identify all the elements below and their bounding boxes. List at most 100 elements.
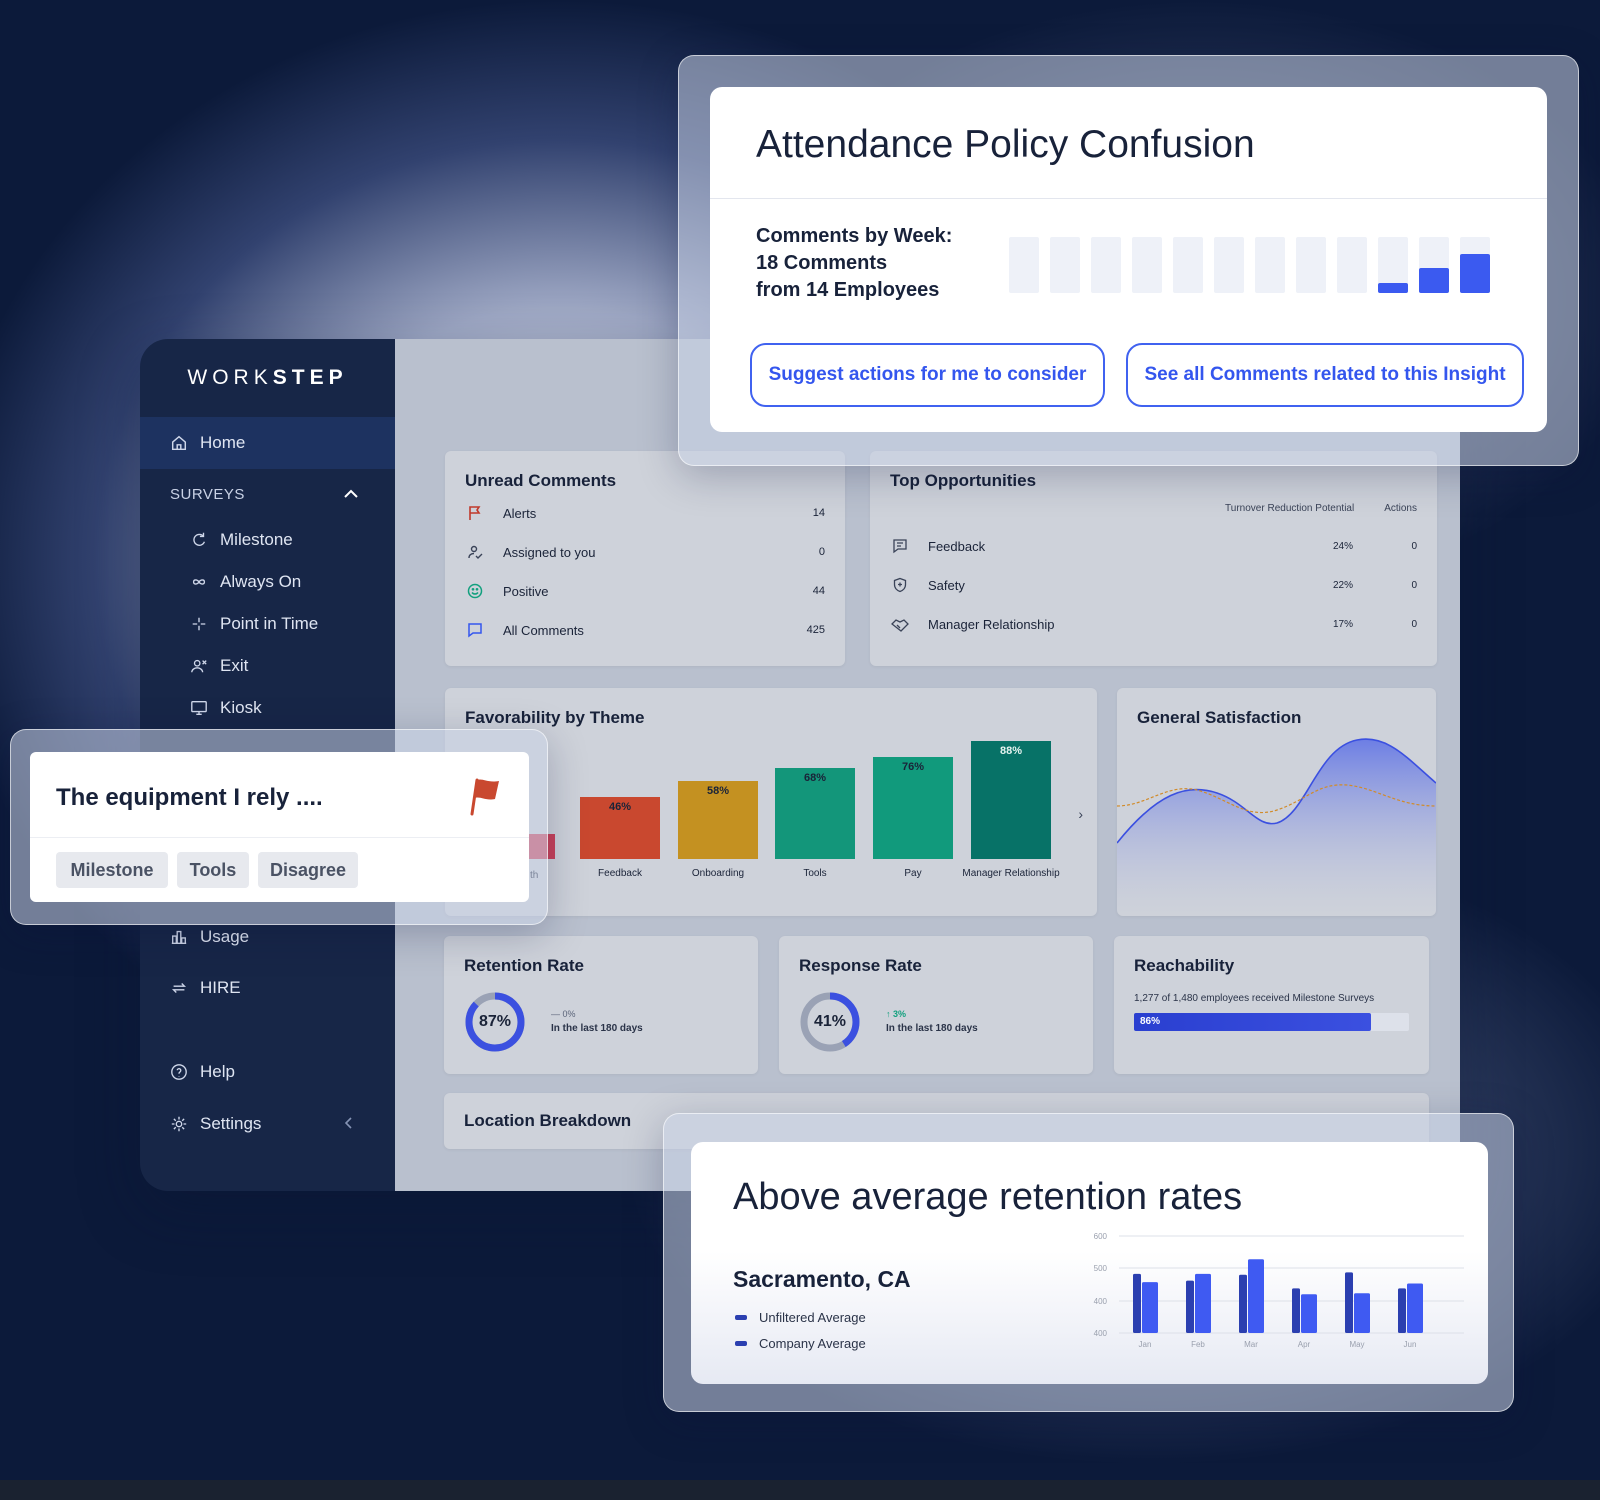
tag-disagree[interactable]: Disagree bbox=[258, 852, 358, 888]
unread-row-all[interactable]: All Comments 425 bbox=[465, 618, 825, 642]
nav-milestone[interactable]: Milestone bbox=[140, 519, 395, 561]
favorability-bar-value: 46% bbox=[608, 801, 632, 813]
home-icon bbox=[170, 434, 188, 452]
satisfaction-wave-chart bbox=[1117, 738, 1436, 916]
favorability-card: Favorability by Theme th 46%Feedback58%O… bbox=[445, 688, 1097, 916]
week-bar-fill bbox=[1378, 283, 1408, 293]
week-bar bbox=[1173, 237, 1203, 293]
week-bar bbox=[1009, 237, 1039, 293]
favorability-bar-label: Tools bbox=[803, 868, 827, 879]
opp-row-manager[interactable]: Manager Relationship 17% 0 bbox=[890, 612, 1417, 636]
chevron-right-icon[interactable]: › bbox=[1078, 806, 1083, 822]
legend-label: Company Average bbox=[759, 1336, 866, 1351]
row-count: 425 bbox=[806, 624, 825, 636]
favorability-bar-value: 88% bbox=[999, 745, 1023, 757]
flag-icon bbox=[465, 503, 485, 523]
retention-bar[interactable] bbox=[1133, 1273, 1141, 1333]
week-bar bbox=[1460, 237, 1490, 293]
retention-rate-period: In the last 180 days bbox=[551, 1023, 643, 1034]
nav-point-in-time-label: Point in Time bbox=[220, 614, 319, 633]
retention-rate-card: Retention Rate 87% — 0% In the last 180 … bbox=[444, 936, 758, 1074]
favorability-title: Favorability by Theme bbox=[465, 708, 645, 727]
y-tick-label: 400 bbox=[1094, 1329, 1108, 1338]
infinity-icon bbox=[190, 573, 208, 591]
favorability-bar[interactable]: 88% bbox=[971, 741, 1051, 859]
insight-card: Attendance Policy Confusion Comments by … bbox=[710, 87, 1547, 432]
nav-kiosk[interactable]: Kiosk bbox=[140, 687, 395, 729]
nav-point-in-time[interactable]: Point in Time bbox=[140, 603, 395, 645]
unread-row-assigned[interactable]: Assigned to you 0 bbox=[465, 540, 825, 564]
x-tick-label: Apr bbox=[1298, 1340, 1311, 1349]
nav-help[interactable]: Help bbox=[140, 1051, 395, 1093]
retention-panel: Above average retention rates Sacramento… bbox=[663, 1113, 1514, 1412]
unread-row-positive[interactable]: Positive 44 bbox=[465, 579, 825, 603]
nav-settings[interactable]: Settings bbox=[140, 1103, 395, 1145]
nav-usage-label: Usage bbox=[200, 927, 250, 946]
insight-title: Attendance Policy Confusion bbox=[756, 123, 1255, 166]
reachability-value: 86% bbox=[1140, 1016, 1161, 1027]
flag-icon[interactable] bbox=[467, 776, 501, 821]
workstep-logo[interactable]: WORK STEP bbox=[140, 339, 395, 417]
x-tick-label: Feb bbox=[1191, 1340, 1205, 1349]
retention-bar[interactable] bbox=[1186, 1280, 1194, 1333]
insight-line1: Comments by Week: bbox=[756, 225, 953, 247]
chevron-up-icon bbox=[343, 486, 359, 503]
retention-bar[interactable] bbox=[1239, 1274, 1247, 1333]
tag-tools[interactable]: Tools bbox=[177, 852, 249, 888]
row-label: Assigned to you bbox=[503, 544, 596, 560]
reachability-title: Reachability bbox=[1134, 956, 1235, 975]
bottom-strip bbox=[0, 1480, 1600, 1500]
retention-bar[interactable] bbox=[1195, 1273, 1211, 1333]
opp-actions: 0 bbox=[1411, 618, 1417, 630]
retention-bar[interactable] bbox=[1301, 1294, 1317, 1333]
comment-title: The equipment I rely .... bbox=[56, 784, 323, 811]
y-tick-label: 400 bbox=[1094, 1297, 1108, 1306]
nav-home[interactable]: Home bbox=[140, 417, 395, 469]
reachability-text: 1,277 of 1,480 employees received Milest… bbox=[1134, 993, 1375, 1004]
nav-hire[interactable]: HIRE bbox=[140, 967, 395, 1009]
week-bar bbox=[1050, 237, 1080, 293]
x-tick-label: Jun bbox=[1404, 1340, 1417, 1349]
opp-label: Feedback bbox=[928, 538, 986, 554]
favorability-bar[interactable]: 76% bbox=[873, 757, 953, 859]
bar-chart-icon bbox=[170, 928, 188, 946]
opp-row-safety[interactable]: Safety 22% 0 bbox=[890, 573, 1417, 597]
opp-row-feedback[interactable]: Feedback 24% 0 bbox=[890, 534, 1417, 558]
insight-summary: Comments by Week: 18 Comments from 14 Em… bbox=[756, 223, 952, 304]
general-satisfaction-title: General Satisfaction bbox=[1137, 708, 1302, 727]
response-rate-value: 41% bbox=[813, 1013, 847, 1030]
nav-milestone-label: Milestone bbox=[220, 530, 293, 549]
see-all-comments-button[interactable]: See all Comments related to this Insight bbox=[1126, 343, 1524, 407]
chevron-left-icon[interactable] bbox=[344, 1114, 353, 1134]
tag-milestone[interactable]: Milestone bbox=[56, 852, 168, 888]
retention-bar[interactable] bbox=[1292, 1288, 1300, 1333]
retention-card: Above average retention rates Sacramento… bbox=[691, 1142, 1488, 1384]
retention-bar[interactable] bbox=[1407, 1283, 1423, 1333]
nav-always-on-label: Always On bbox=[220, 572, 302, 591]
favorability-bar[interactable]: 68% bbox=[775, 768, 855, 859]
retention-bar[interactable] bbox=[1354, 1293, 1370, 1333]
retention-bar[interactable] bbox=[1345, 1272, 1353, 1333]
week-bar bbox=[1419, 237, 1449, 293]
nav-always-on[interactable]: Always On bbox=[140, 561, 395, 603]
legend-swatch bbox=[735, 1315, 747, 1320]
week-bar bbox=[1296, 237, 1326, 293]
favorability-bar[interactable]: 46% bbox=[580, 797, 660, 859]
nav-usage[interactable]: Usage bbox=[140, 916, 395, 958]
logo-right: STEP bbox=[272, 366, 348, 389]
retention-bar[interactable] bbox=[1398, 1288, 1406, 1333]
unread-row-alerts[interactable]: Alerts 14 bbox=[465, 501, 825, 525]
shield-icon bbox=[890, 575, 910, 595]
insight-line3: from 14 Employees bbox=[756, 279, 940, 301]
col-potential: Turnover Reduction Potential bbox=[1225, 503, 1355, 514]
row-count: 0 bbox=[818, 546, 825, 558]
favorability-bar[interactable]: 58% bbox=[678, 781, 758, 859]
retention-bar[interactable] bbox=[1142, 1282, 1158, 1333]
nav-exit[interactable]: Exit bbox=[140, 645, 395, 687]
retention-bar[interactable] bbox=[1248, 1259, 1264, 1333]
surveys-section-header[interactable]: SURVEYS bbox=[140, 469, 395, 519]
comment-card[interactable]: The equipment I rely .... Milestone Tool… bbox=[30, 752, 529, 902]
row-label: Alerts bbox=[503, 505, 537, 521]
suggest-actions-button[interactable]: Suggest actions for me to consider bbox=[750, 343, 1105, 407]
location-breakdown-title: Location Breakdown bbox=[464, 1111, 632, 1130]
